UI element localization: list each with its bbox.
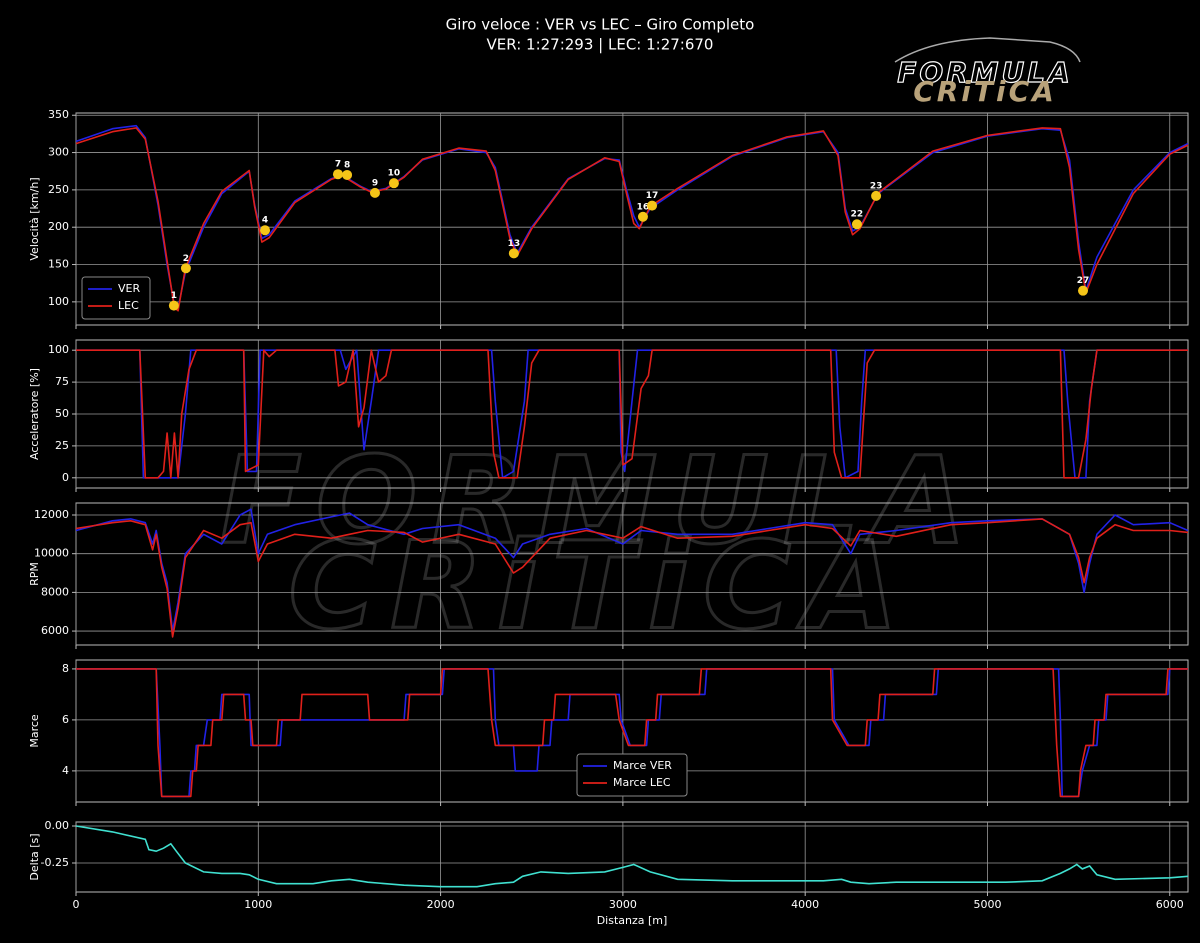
y-tick-label: 25 xyxy=(55,439,69,452)
corner-label: 17 xyxy=(646,191,659,201)
corner-marker xyxy=(168,300,179,311)
y-tick-label: 300 xyxy=(48,146,69,159)
x-tick-label: 2000 xyxy=(427,898,455,911)
y-tick-label: 350 xyxy=(48,108,69,121)
x-tick-label: 1000 xyxy=(244,898,272,911)
x-tick-label: 4000 xyxy=(791,898,819,911)
watermark-line2: CRiTiCA xyxy=(288,518,912,657)
series-line xyxy=(76,349,1188,479)
y-tick-label: 100 xyxy=(48,343,69,356)
corner-label: 16 xyxy=(637,202,650,212)
y-tick-label: -0.25 xyxy=(41,856,69,869)
corner-marker xyxy=(388,178,399,189)
y-tick-label: 8000 xyxy=(41,585,69,598)
corner-marker xyxy=(342,169,353,180)
y-tick-label: 12000 xyxy=(34,508,69,521)
corner-marker xyxy=(1077,285,1088,296)
y-tick-label: 8 xyxy=(62,662,69,675)
legend-box xyxy=(81,276,151,320)
y-axis-label: Delta [s] xyxy=(28,833,41,880)
chart-subtitle: VER: 1:27:293 | LEC: 1:27:670 xyxy=(487,36,714,54)
series-line xyxy=(75,518,1189,638)
x-axis-label: Distanza [m] xyxy=(597,914,668,927)
y-axis-label: Marce xyxy=(28,714,41,748)
corner-label: 4 xyxy=(262,216,268,226)
legend-label: LEC xyxy=(118,299,139,312)
x-tick-label: 3000 xyxy=(609,898,637,911)
delta-line xyxy=(75,825,1189,888)
corner-marker xyxy=(332,169,343,180)
corner-marker xyxy=(647,200,658,211)
corner-label: 8 xyxy=(344,160,350,170)
y-tick-label: 6 xyxy=(62,713,69,726)
x-tick-label: 6000 xyxy=(1156,898,1184,911)
y-tick-label: 50 xyxy=(55,407,69,420)
corner-label: 23 xyxy=(870,181,883,191)
series-line xyxy=(75,127,1189,312)
series-line xyxy=(75,124,1189,309)
corner-label: 27 xyxy=(1077,276,1090,286)
corner-marker xyxy=(851,219,862,230)
series-line xyxy=(76,668,1188,798)
logo-line2: CRiTiCA xyxy=(913,75,1057,108)
y-axis-label: Velocità [km/h] xyxy=(28,177,41,260)
corner-label: 7 xyxy=(335,160,341,170)
y-tick-label: 250 xyxy=(48,183,69,196)
logo-car xyxy=(894,37,1081,63)
corner-marker xyxy=(871,190,882,201)
corner-marker xyxy=(180,263,191,274)
corner-label: 10 xyxy=(388,169,401,179)
corner-label: 13 xyxy=(508,239,521,249)
y-tick-label: 0 xyxy=(62,471,69,484)
logo-line1: FORMULA xyxy=(897,56,1073,89)
x-tick-label: 5000 xyxy=(973,898,1001,911)
y-tick-label: 75 xyxy=(55,375,69,388)
y-tick-label: 0.00 xyxy=(45,819,70,832)
corner-label: 2 xyxy=(183,254,189,264)
y-tick-label: 100 xyxy=(48,295,69,308)
corner-label: 22 xyxy=(851,210,864,220)
corner-label: 1 xyxy=(171,291,177,301)
y-tick-label: 10000 xyxy=(34,547,69,560)
x-tick-label: 0 xyxy=(73,898,80,911)
y-tick-label: 200 xyxy=(48,220,69,233)
y-tick-label: 150 xyxy=(48,258,69,271)
chart-title: Giro veloce : VER vs LEC – Giro Completo xyxy=(446,16,755,34)
legend-label: Marce VER xyxy=(613,759,672,772)
corner-marker xyxy=(637,211,648,222)
y-tick-label: 6000 xyxy=(41,624,69,637)
series-line xyxy=(76,349,1188,479)
legend-label: Marce LEC xyxy=(613,776,671,789)
y-tick-label: 4 xyxy=(62,764,69,777)
corner-marker xyxy=(260,225,271,236)
corner-label: 9 xyxy=(372,178,378,188)
legend-box xyxy=(576,753,688,797)
y-axis-label: RPM xyxy=(28,562,41,586)
corner-marker xyxy=(369,187,380,198)
corner-marker xyxy=(508,248,519,259)
legend-label: VER xyxy=(118,282,140,295)
y-axis-label: Acceleratore [%] xyxy=(28,368,41,460)
